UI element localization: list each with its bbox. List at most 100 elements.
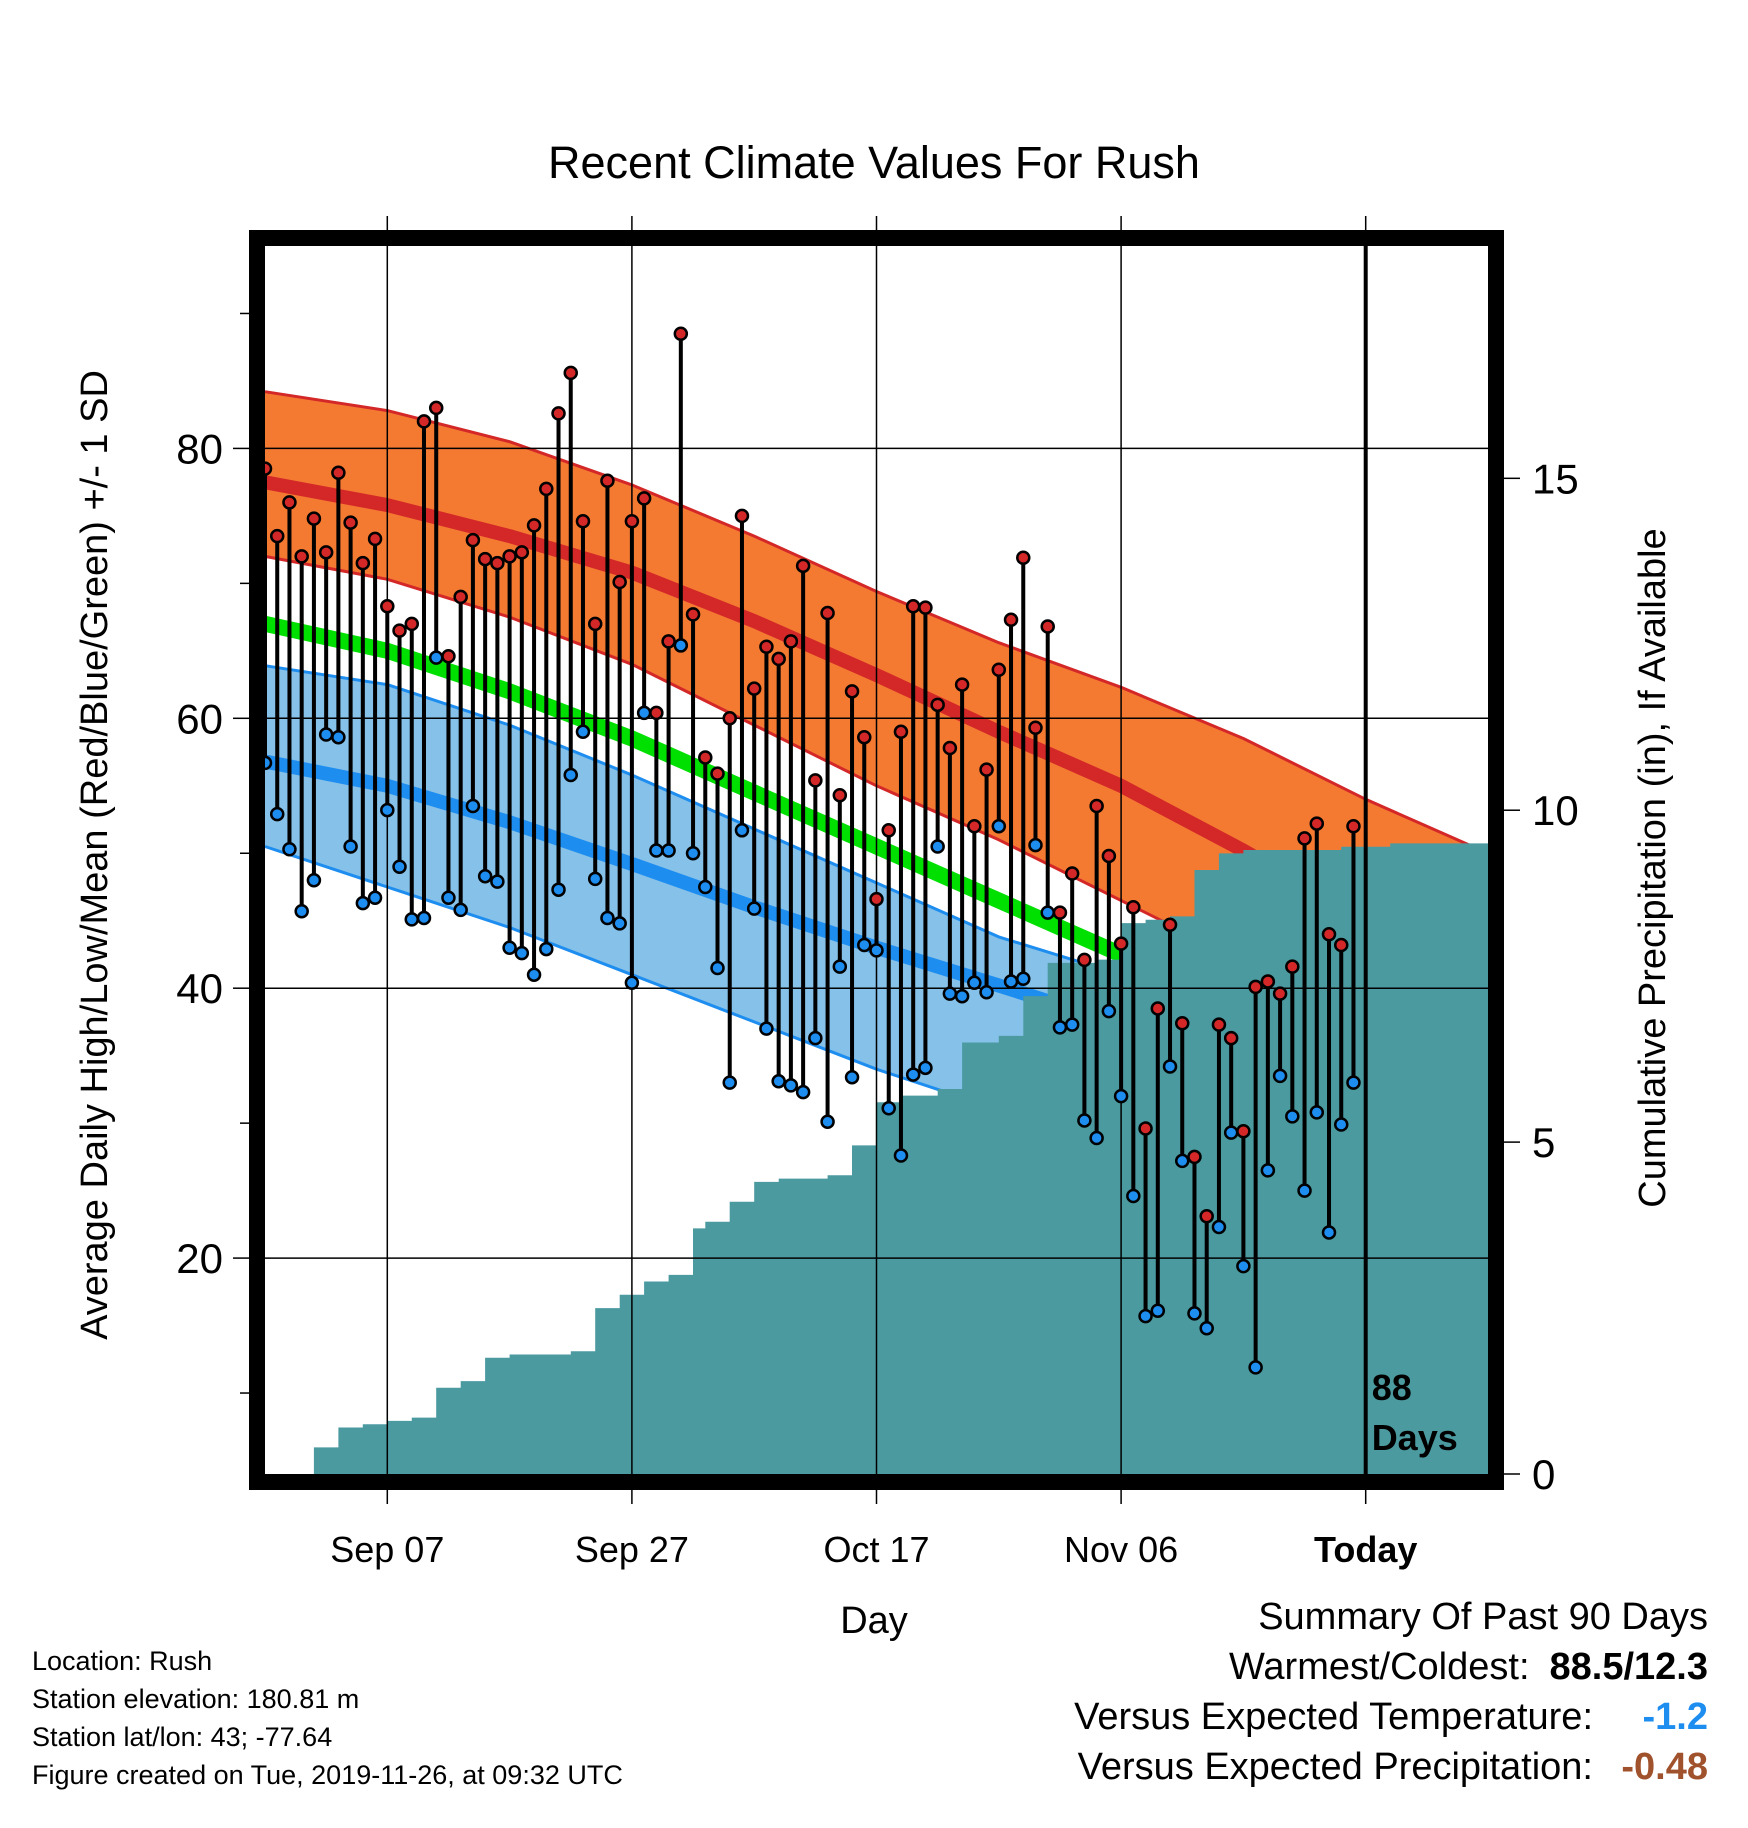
daily-high-point — [392, 623, 407, 638]
right-axis-label: Cumulative Precipitation (in), If Availa… — [1632, 528, 1674, 1207]
daily-high-point — [979, 762, 994, 777]
daily-low-point — [624, 975, 640, 991]
temperature-anomaly-label: Versus Expected Temperature: — [1074, 1696, 1593, 1738]
daily-high-point — [1040, 619, 1055, 634]
daily-low-point — [1333, 1117, 1349, 1132]
daily-high-point — [857, 729, 872, 745]
daily-low-point — [746, 901, 762, 916]
summary-title: Summary Of Past 90 Days — [1258, 1596, 1708, 1638]
daily-low-point — [282, 841, 297, 857]
daily-high-point — [502, 549, 517, 564]
daily-low-point — [1199, 1321, 1214, 1336]
daily-high-point — [832, 787, 848, 803]
daily-high-point — [1150, 1001, 1166, 1016]
daily-high-point — [771, 651, 786, 667]
daily-low-point — [759, 1021, 774, 1036]
daily-low-point — [539, 941, 554, 957]
daily-high-point — [991, 662, 1007, 677]
daily-high-point — [1272, 986, 1288, 1001]
daily-low-point — [1211, 1219, 1227, 1235]
daily-low-point — [905, 1067, 921, 1082]
right-tick-label: 15 — [1532, 455, 1579, 502]
right-tick-label: 10 — [1532, 787, 1579, 834]
daily-temperature-marks — [257, 326, 1361, 1375]
station-info: Location: Rush Station elevation: 180.81… — [32, 1642, 623, 1794]
daily-high-point — [563, 365, 578, 381]
daily-high-point — [893, 724, 909, 740]
daily-low-point — [1016, 971, 1031, 987]
daily-low-point — [844, 1070, 860, 1085]
daily-high-point — [942, 740, 958, 756]
daily-high-point — [795, 558, 811, 574]
x-tick-label: Oct 17 — [823, 1529, 929, 1570]
daily-low-point — [698, 879, 713, 895]
daily-low-point — [367, 890, 383, 906]
daily-low-point — [1003, 974, 1019, 989]
daily-low-point — [783, 1078, 799, 1093]
daily-low-point — [881, 1101, 896, 1116]
x-tick-label: Today — [1314, 1529, 1417, 1570]
warmest-coldest-label: Warmest/Coldest: — [1228, 1646, 1530, 1688]
daily-high-point — [808, 773, 823, 788]
daily-high-point — [600, 473, 615, 489]
daily-low-point — [1064, 1017, 1080, 1032]
daily-high-point — [539, 481, 554, 497]
daily-high-point — [465, 532, 481, 548]
daily-low-point — [563, 767, 578, 783]
today-days-label: Days — [1372, 1417, 1458, 1458]
daily-high-point — [1138, 1121, 1153, 1136]
daily-low-point — [1260, 1163, 1276, 1178]
daily-high-point — [380, 599, 395, 614]
daily-low-point — [954, 989, 970, 1004]
daily-low-point — [967, 975, 982, 991]
daily-low-point — [1162, 1059, 1178, 1074]
daily-high-point — [428, 400, 444, 416]
daily-low-point — [1346, 1075, 1361, 1090]
daily-high-point — [636, 491, 652, 506]
daily-high-point — [1064, 866, 1080, 881]
x-axis-label: Day — [840, 1600, 908, 1642]
daily-high-point — [722, 711, 737, 726]
chart-title: Recent Climate Values For Rush — [548, 137, 1200, 188]
daily-high-point — [1260, 974, 1276, 989]
x-tick-label: Sep 27 — [575, 1529, 689, 1570]
daily-high-point — [551, 406, 566, 421]
daily-high-point — [367, 531, 383, 547]
daily-low-point — [1272, 1068, 1288, 1084]
daily-high-point — [355, 555, 371, 571]
daily-low-point — [893, 1148, 909, 1163]
daily-high-point — [1236, 1123, 1251, 1139]
daily-low-point — [930, 839, 945, 854]
daily-low-point — [918, 1060, 933, 1076]
left-tick-label: 80 — [176, 425, 223, 472]
daily-low-point — [306, 872, 322, 888]
daily-low-point — [1321, 1225, 1337, 1240]
daily-high-point — [1016, 550, 1031, 565]
daily-high-point — [1162, 917, 1178, 933]
temperature-anomaly-value: -1.2 — [1642, 1696, 1708, 1738]
daily-low-point — [734, 823, 750, 838]
daily-high-point — [1321, 926, 1337, 942]
daily-high-point — [624, 514, 640, 529]
daily-low-point — [416, 910, 432, 926]
daily-low-point — [355, 895, 371, 911]
daily-low-point — [294, 904, 309, 919]
daily-high-point — [1101, 848, 1117, 864]
today-days-number: 88 — [1372, 1367, 1412, 1408]
daily-high-point — [1211, 1017, 1227, 1032]
daily-high-point — [844, 684, 860, 699]
daily-high-point — [1175, 1016, 1190, 1031]
daily-high-point — [416, 414, 432, 429]
daily-low-point — [465, 798, 481, 814]
temperature-anomaly-row: Versus Expected Temperature: -1.2 — [1074, 1692, 1708, 1742]
daily-low-point — [404, 912, 420, 927]
left-tick-label: 40 — [176, 965, 223, 1012]
daily-high-point — [343, 515, 358, 530]
daily-high-point — [930, 697, 945, 713]
daily-high-point — [477, 551, 493, 567]
daily-low-point — [685, 846, 701, 861]
daily-low-point — [710, 960, 725, 976]
daily-low-point — [857, 937, 872, 953]
daily-high-point — [526, 518, 542, 533]
daily-low-point — [661, 843, 676, 858]
